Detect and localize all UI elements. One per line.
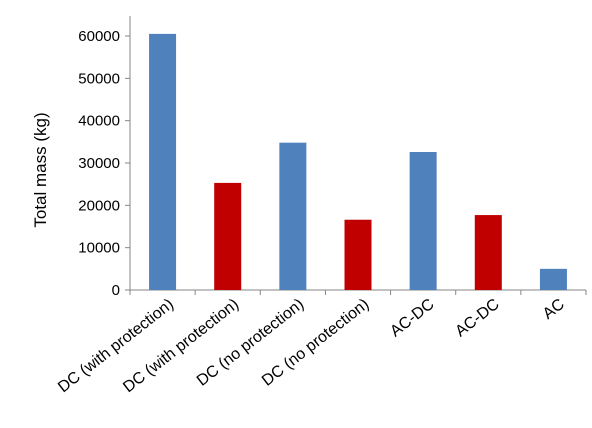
bars	[149, 33, 567, 291]
x-tick-label: DC (with protection)	[55, 296, 177, 396]
x-tick-label: AC	[540, 296, 568, 323]
bar	[409, 151, 437, 290]
x-tick-label: AC-DC	[452, 296, 502, 341]
x-tick-label: DC (no protection)	[194, 296, 307, 390]
y-axis-ticks: 0 10000 20000 30000 40000 50000 60000	[78, 28, 130, 299]
x-axis-ticks: DC (with protection)DC (with protection)…	[55, 290, 587, 396]
y-tick-label: 40000	[78, 113, 120, 130]
x-tick-label: AC-DC	[387, 296, 437, 341]
bar	[474, 215, 502, 290]
bar	[214, 182, 242, 290]
y-tick-label: 0	[112, 282, 120, 299]
bar	[539, 268, 567, 290]
y-tick-label: 10000	[78, 240, 120, 257]
y-tick-label: 60000	[78, 28, 120, 45]
y-tick-label: 30000	[78, 155, 120, 172]
y-tick-label: 20000	[78, 197, 120, 214]
x-tick-label: DC (with protection)	[120, 296, 242, 396]
x-tick-label: DC (no protection)	[259, 296, 372, 390]
y-tick-label: 50000	[78, 70, 120, 87]
bar	[279, 142, 307, 290]
bar	[149, 33, 177, 291]
y-axis-label: Total mass (kg)	[31, 112, 50, 227]
bar	[344, 219, 372, 290]
